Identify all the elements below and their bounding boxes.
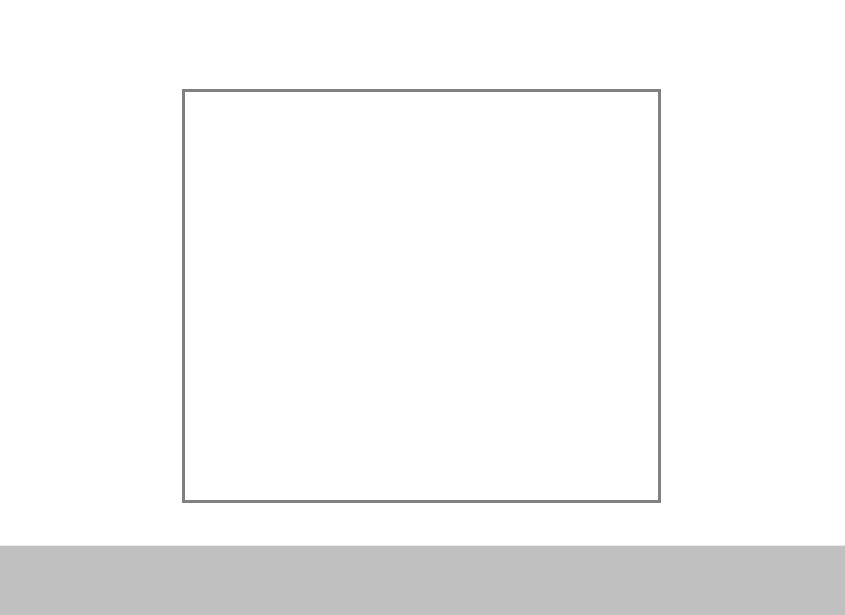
statistics-table <box>0 545 845 615</box>
plot-canvas <box>185 92 658 500</box>
plot-frame <box>182 89 661 503</box>
